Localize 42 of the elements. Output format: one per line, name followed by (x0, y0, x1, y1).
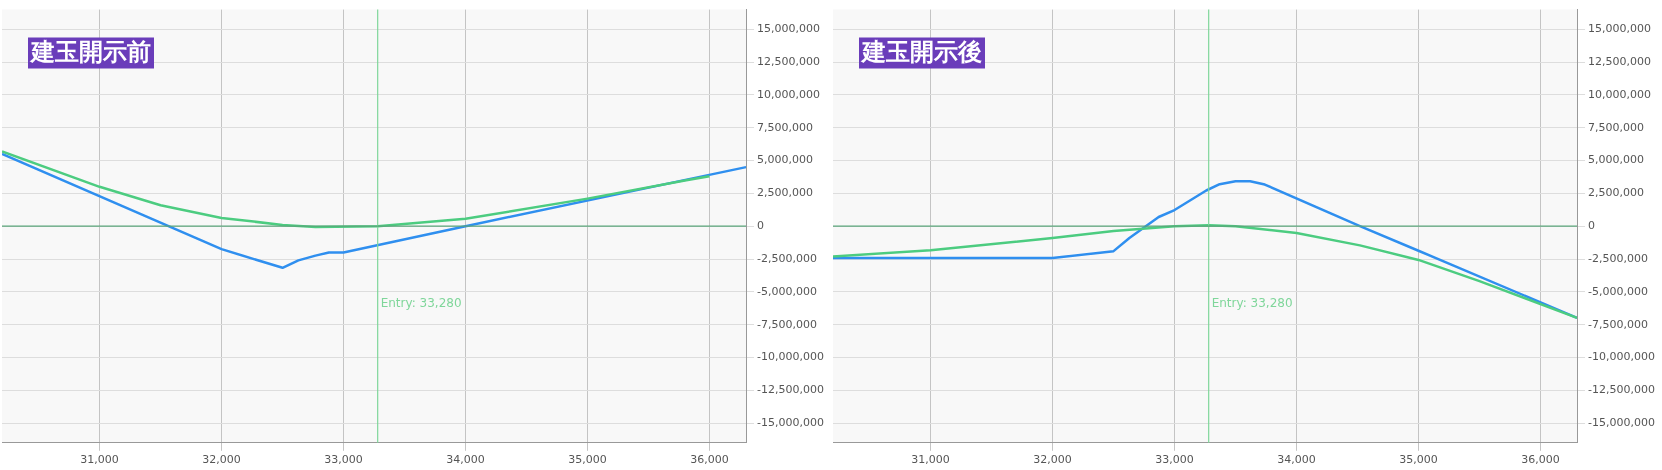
y-tick-label: 15,000,000 (757, 22, 821, 36)
x-tick-label: 36,000 (1521, 453, 1560, 467)
y-tick-label: 12,500,000 (757, 54, 821, 68)
x-tick-label: 32,000 (1033, 453, 1072, 467)
x-tick-label: 34,000 (446, 453, 485, 467)
y-tick-label: 10,000,000 (1588, 87, 1652, 101)
x-tick-label: 35,000 (568, 453, 607, 467)
text: 建玉開示後 (860, 37, 982, 66)
x-tick-label: 33,000 (324, 453, 363, 467)
x-tick-label: 34,000 (1277, 453, 1316, 467)
y-tick-label: 15,000,000 (1588, 22, 1652, 36)
y-tick-label: 2,500,000 (1588, 186, 1645, 200)
x-tick-label: 36,000 (690, 453, 729, 467)
y-tick-label: -5,000,000 (757, 284, 817, 298)
x-tick-label: 32,000 (202, 453, 241, 467)
y-tick-label: 2,500,000 (757, 186, 814, 200)
y-tick-label: -15,000,000 (757, 415, 824, 429)
y-tick-label: -2,500,000 (757, 251, 817, 265)
y-tick-label: 5,000,000 (1588, 153, 1645, 167)
y-tick-label: 12,500,000 (1588, 54, 1652, 68)
y-tick-label: -10,000,000 (1588, 350, 1655, 364)
y-tick-label: 10,000,000 (757, 87, 821, 101)
x-tick-label: 31,000 (911, 453, 950, 467)
x-tick-label: 31,000 (80, 453, 119, 467)
ref-line-label: Entry: 33,280 (1211, 296, 1293, 311)
y-tick-label: -12,500,000 (1588, 383, 1655, 397)
y-tick-label: 7,500,000 (1588, 120, 1645, 134)
text: 建玉開示前 (29, 37, 151, 66)
y-tick-label: -7,500,000 (1588, 317, 1648, 331)
y-tick-label: 7,500,000 (757, 120, 814, 134)
ref-line-label: Entry: 33,280 (380, 296, 462, 311)
y-tick-label: -7,500,000 (757, 317, 817, 331)
x-tick-label: 35,000 (1399, 453, 1438, 467)
y-tick-label: 5,000,000 (757, 153, 814, 167)
y-tick-label: -5,000,000 (1588, 284, 1648, 298)
y-tick-label: -2,500,000 (1588, 251, 1648, 265)
y-tick-label: -10,000,000 (757, 350, 824, 364)
y-tick-label: 0 (757, 219, 765, 233)
y-tick-label: -15,000,000 (1588, 415, 1655, 429)
y-tick-label: 0 (1588, 219, 1596, 233)
y-tick-label: -12,500,000 (757, 383, 824, 397)
x-tick-label: 33,000 (1155, 453, 1194, 467)
